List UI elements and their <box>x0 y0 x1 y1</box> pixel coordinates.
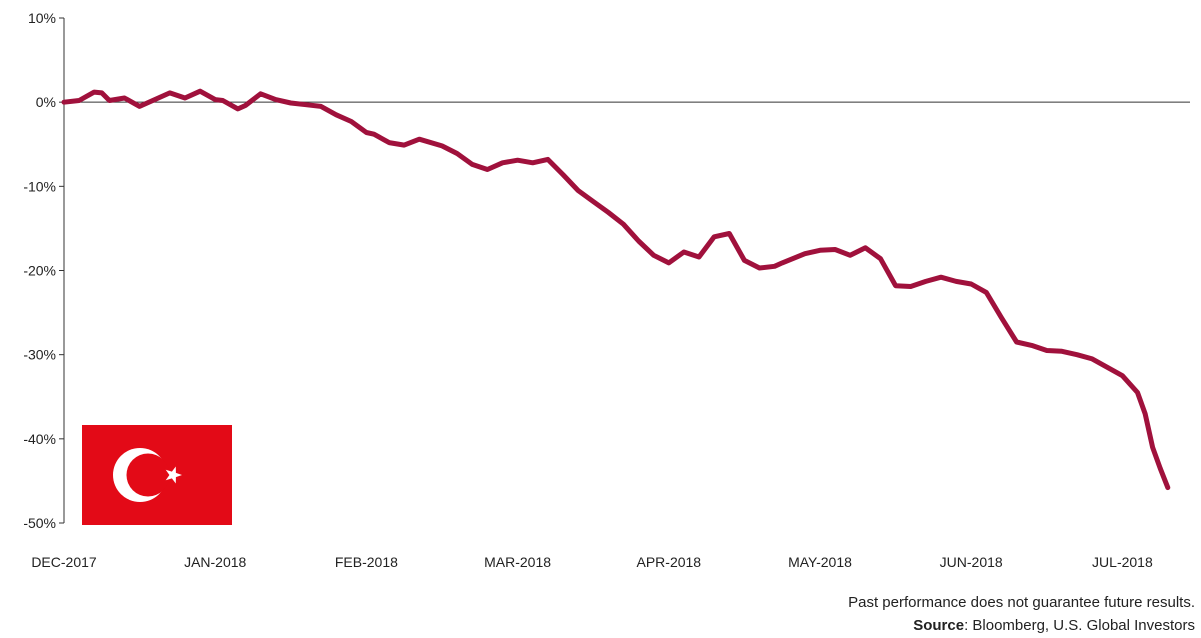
source-label: Source <box>913 617 965 634</box>
footer-disclaimer: Past performance does not guarantee futu… <box>848 594 1195 611</box>
series-line <box>61 88 1171 491</box>
x-axis: DEC-2017 JAN-2018 FEB-2018 MAR-2018 APR-2018… <box>31 554 1153 570</box>
x-tick-label: FEB-2018 <box>335 554 398 570</box>
y-axis: 10% 0% -10% -20% -30% -40% -50% <box>23 10 1190 531</box>
x-tick-label: MAR-2018 <box>484 554 551 570</box>
footer-source: Source: Bloomberg, U.S. Global Investors <box>913 617 1195 634</box>
x-tick-label: JUN-2018 <box>940 554 1003 570</box>
x-tick-label: MAY-2018 <box>788 554 852 570</box>
y-tick-label: -30% <box>23 347 56 363</box>
flag-crescent-inner <box>126 453 170 497</box>
y-tick-label: -10% <box>23 178 56 194</box>
x-tick-label: JUL-2018 <box>1092 554 1153 570</box>
y-tick-label: -20% <box>23 263 56 279</box>
flag-star <box>165 466 182 484</box>
y-tick-label: -50% <box>23 515 56 531</box>
plot-area <box>61 88 1171 491</box>
x-tick-label: JAN-2018 <box>184 554 246 570</box>
turkey-flag <box>82 425 232 525</box>
x-tick-label: DEC-2017 <box>31 554 97 570</box>
y-tick-label: 0% <box>36 94 56 110</box>
x-tick-label: APR-2018 <box>637 554 702 570</box>
y-tick-label: 10% <box>28 10 56 26</box>
y-tick-label: -40% <box>23 431 56 447</box>
source-text: : Bloomberg, U.S. Global Investors <box>964 617 1195 634</box>
